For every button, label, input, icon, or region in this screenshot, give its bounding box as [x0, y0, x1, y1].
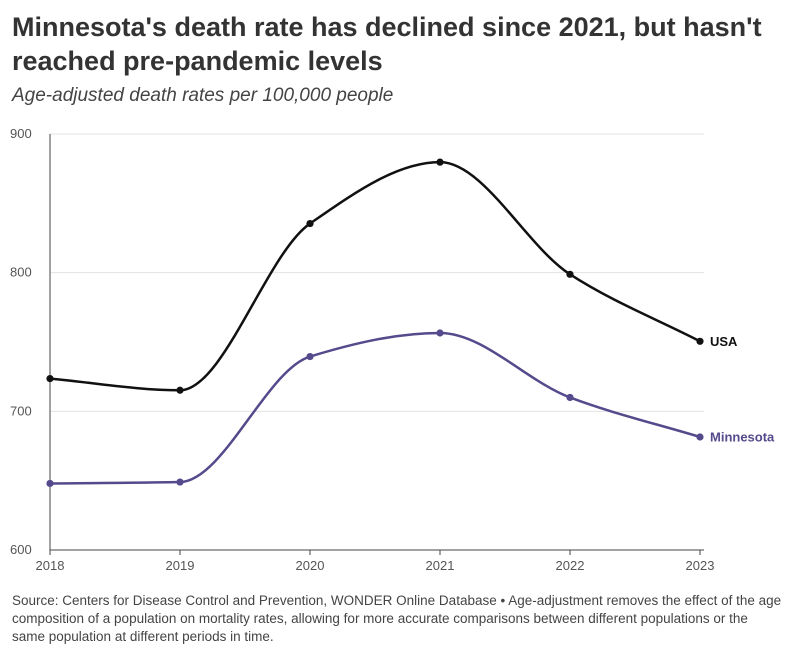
series-minnesota: Minnesota	[46, 329, 775, 488]
y-tick-label: 900	[10, 126, 32, 141]
data-point-minnesota	[46, 479, 54, 488]
chart-title: Minnesota's death rate has declined sinc…	[12, 12, 762, 76]
data-point-usa	[436, 158, 444, 166]
x-tick-label: 2020	[296, 558, 325, 573]
data-point-minnesota	[566, 393, 574, 402]
data-point-usa	[306, 219, 314, 228]
series-usa: USA	[46, 158, 738, 394]
gridlines	[50, 133, 704, 412]
x-tick-label: 2021	[426, 558, 455, 573]
series-label-minnesota: Minnesota	[710, 429, 775, 444]
data-point-minnesota	[306, 352, 314, 361]
y-tick-label: 600	[10, 542, 32, 557]
data-point-usa	[566, 270, 574, 278]
data-point-usa	[696, 337, 704, 345]
data-point-minnesota	[436, 329, 444, 337]
series-label-usa: USA	[710, 334, 738, 349]
x-tick-label: 2019	[166, 558, 195, 573]
chart-subtitle: Age-adjusted death rates per 100,000 peo…	[12, 85, 394, 106]
series-group: USA Minnesota	[46, 158, 775, 488]
y-tick-label: 700	[10, 403, 32, 418]
x-tick-label: 2022	[556, 558, 585, 573]
series-line-minnesota	[49, 331, 701, 485]
y-tick-label: 800	[10, 265, 32, 280]
series-line-usa	[49, 160, 701, 392]
source-note: Source: Centers for Disease Control and …	[12, 593, 782, 644]
data-point-usa	[176, 386, 184, 394]
x-tick-label: 2023	[686, 558, 715, 573]
data-point-minnesota	[696, 433, 704, 441]
line-chart: 600 700 800 900 2018 2019 2020 2021 2022 2023 USA…	[10, 126, 775, 573]
data-point-usa	[46, 375, 54, 383]
axes: 600 700 800 900 2018 2019 2020 2021 2022 2023	[10, 126, 714, 573]
x-tick-label: 2018	[36, 558, 65, 573]
data-point-minnesota	[176, 478, 184, 486]
